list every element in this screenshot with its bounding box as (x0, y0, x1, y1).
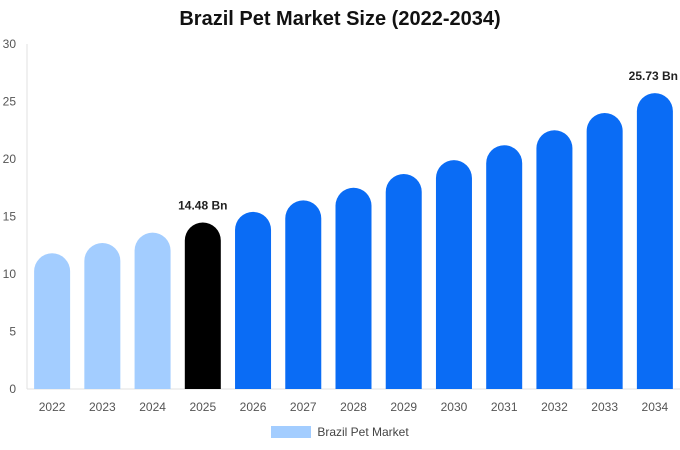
y-tick-label: 25 (3, 95, 17, 109)
bar-2022 (34, 253, 71, 389)
x-tick-label: 2032 (541, 400, 568, 414)
bar-2033 (586, 113, 623, 389)
x-tick-label: 2034 (642, 400, 669, 414)
bar-2030 (435, 160, 472, 389)
bar-2027 (285, 200, 322, 389)
x-tick-label: 2024 (139, 400, 166, 414)
y-tick-label: 15 (3, 210, 17, 224)
y-tick-label: 0 (9, 382, 16, 396)
y-tick-label: 20 (3, 152, 17, 166)
bar-2034 (636, 93, 673, 389)
bar-2032 (536, 130, 573, 390)
y-tick-label: 5 (9, 325, 16, 339)
y-tick-label: 30 (3, 37, 17, 51)
x-tick-label: 2023 (89, 400, 116, 414)
x-tick-label: 2033 (591, 400, 618, 414)
x-tick-label: 2025 (189, 400, 216, 414)
bar-2024 (134, 232, 171, 389)
data-label-2025: 14.48 Bn (178, 198, 227, 212)
data-label-2034: 25.73 Bn (629, 69, 678, 83)
x-tick-label: 2031 (491, 400, 518, 414)
legend-swatch (271, 426, 312, 438)
x-tick-label: 2026 (240, 400, 267, 414)
bar-2031 (486, 145, 523, 389)
x-tick-label: 2027 (290, 400, 317, 414)
bar-2026 (235, 211, 272, 389)
x-tick-label: 2022 (39, 400, 66, 414)
y-tick-label: 10 (3, 267, 17, 281)
bar-2025 (184, 222, 221, 389)
bar-2028 (335, 187, 372, 389)
x-tick-label: 2030 (441, 400, 468, 414)
chart-title: Brazil Pet Market Size (2022-2034) (179, 8, 501, 30)
legend-label: Brazil Pet Market (317, 425, 409, 439)
bar-2023 (84, 242, 121, 389)
x-tick-label: 2028 (340, 400, 367, 414)
x-tick-label: 2029 (390, 400, 417, 414)
bar-2029 (385, 173, 422, 389)
legend[interactable]: Brazil Pet Market (0, 425, 680, 439)
